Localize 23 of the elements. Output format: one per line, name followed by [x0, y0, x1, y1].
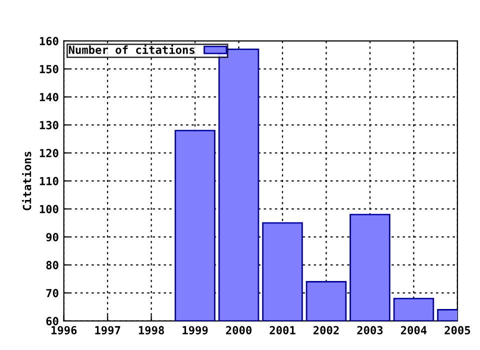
y-tick-label: 120	[40, 148, 58, 158]
y-tick-label: 70	[46, 288, 58, 298]
y-tick-label: 80	[46, 260, 58, 270]
x-tick-label: 1999	[182, 326, 208, 334]
y-tick-label: 110	[40, 176, 58, 186]
x-tick-label: 1996	[51, 326, 77, 334]
y-tick-label: 60	[46, 316, 58, 326]
x-tick-label: 2000	[226, 326, 252, 334]
y-tick-label: 160	[40, 36, 58, 46]
y-axis-title: Citations	[22, 152, 32, 210]
x-tick-label: 2005	[444, 326, 470, 334]
x-tick-label: 1998	[138, 326, 164, 334]
y-tick-label: 130	[40, 120, 58, 130]
y-tick-label: 90	[46, 232, 58, 242]
x-tick-label: 2001	[270, 326, 296, 334]
legend-label: Number of citations	[68, 44, 194, 54]
x-tick-label: 2004	[400, 326, 427, 334]
x-tick-label: 2003	[357, 326, 383, 334]
y-tick-label: 150	[40, 64, 58, 74]
y-tick-label: 100	[40, 204, 58, 214]
x-tick-label: 1997	[95, 326, 120, 334]
y-tick-label: 140	[40, 92, 58, 102]
x-tick-label: 2002	[313, 326, 339, 334]
